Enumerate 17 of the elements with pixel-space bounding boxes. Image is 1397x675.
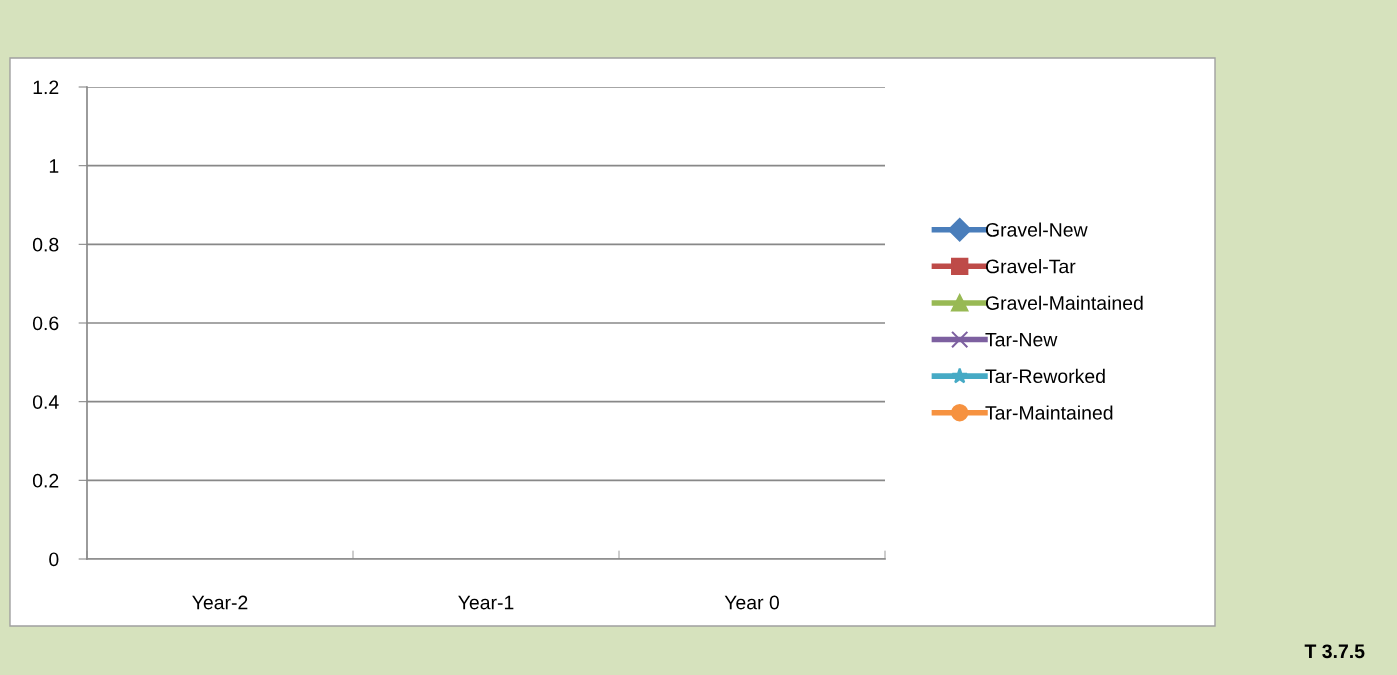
legend-label: Tar-New — [985, 332, 1058, 347]
y-tick-label: 1 — [49, 159, 59, 173]
y-tick-label: 0 — [49, 552, 59, 567]
x-tick-label: Year 0 — [724, 595, 779, 610]
legend-label: Tar-Maintained — [985, 405, 1113, 420]
legend-label: Gravel-Maintained — [985, 295, 1143, 310]
legend-label: Gravel-Tar — [985, 259, 1076, 274]
y-tick-label: 0.8 — [32, 237, 59, 252]
legend-label: Gravel-New — [985, 222, 1088, 237]
y-tick-label: 0.6 — [32, 316, 59, 331]
y-tick-label: 1.2 — [33, 80, 59, 95]
x-tick-label: Year-2 — [192, 595, 248, 610]
text: T 3.7.5 — [1304, 644, 1365, 659]
y-tick-label: 0.2 — [32, 473, 59, 488]
y-tick-label: 0.4 — [32, 395, 59, 409]
x-tick-label: Year-1 — [458, 595, 514, 610]
legend-label: Tar-Reworked — [985, 368, 1105, 384]
